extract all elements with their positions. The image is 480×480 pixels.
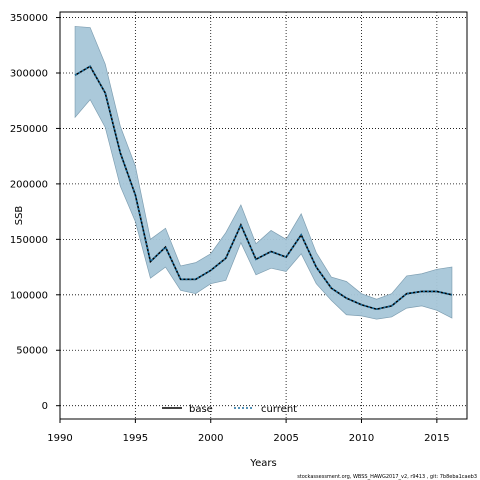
legend-label-current: current	[261, 404, 297, 415]
y-tick-label: 350000	[10, 13, 48, 24]
y-axis-ticks: 0 50000 100000 150000 200000 250000 300000 3500…	[10, 13, 60, 412]
x-axis-title: Years	[249, 458, 276, 469]
plot-frame	[59, 11, 468, 420]
y-tick-label: 0	[42, 401, 48, 412]
legend: base current	[162, 404, 297, 415]
x-tick-label: 2015	[424, 433, 449, 444]
y-tick-label: 200000	[10, 179, 48, 190]
y-axis-title: SSB	[14, 206, 25, 226]
confidence-band-layer	[74, 26, 453, 320]
y-tick-label: 250000	[10, 124, 48, 135]
x-tick-label: 1990	[47, 433, 72, 444]
y-tick-label: 300000	[10, 68, 48, 79]
y-tick-label: 100000	[10, 290, 48, 301]
legend-label-base: base	[189, 404, 213, 415]
y-tick-label: 150000	[10, 235, 48, 246]
x-tick-label: 2000	[198, 433, 223, 444]
series-layer	[74, 65, 453, 311]
y-tick-label: 50000	[16, 346, 48, 357]
x-tick-label: 2005	[273, 433, 298, 444]
x-axis-ticks: 1990 1995 2000 2005 2010 2015	[47, 419, 450, 444]
series-line-current	[74, 65, 453, 311]
footnote: stockassessment.org, WBSS_HAWG2017_v2, r…	[297, 474, 477, 480]
x-tick-label: 1995	[123, 433, 148, 444]
x-tick-label: 2010	[349, 433, 374, 444]
confidence-band	[74, 26, 453, 320]
